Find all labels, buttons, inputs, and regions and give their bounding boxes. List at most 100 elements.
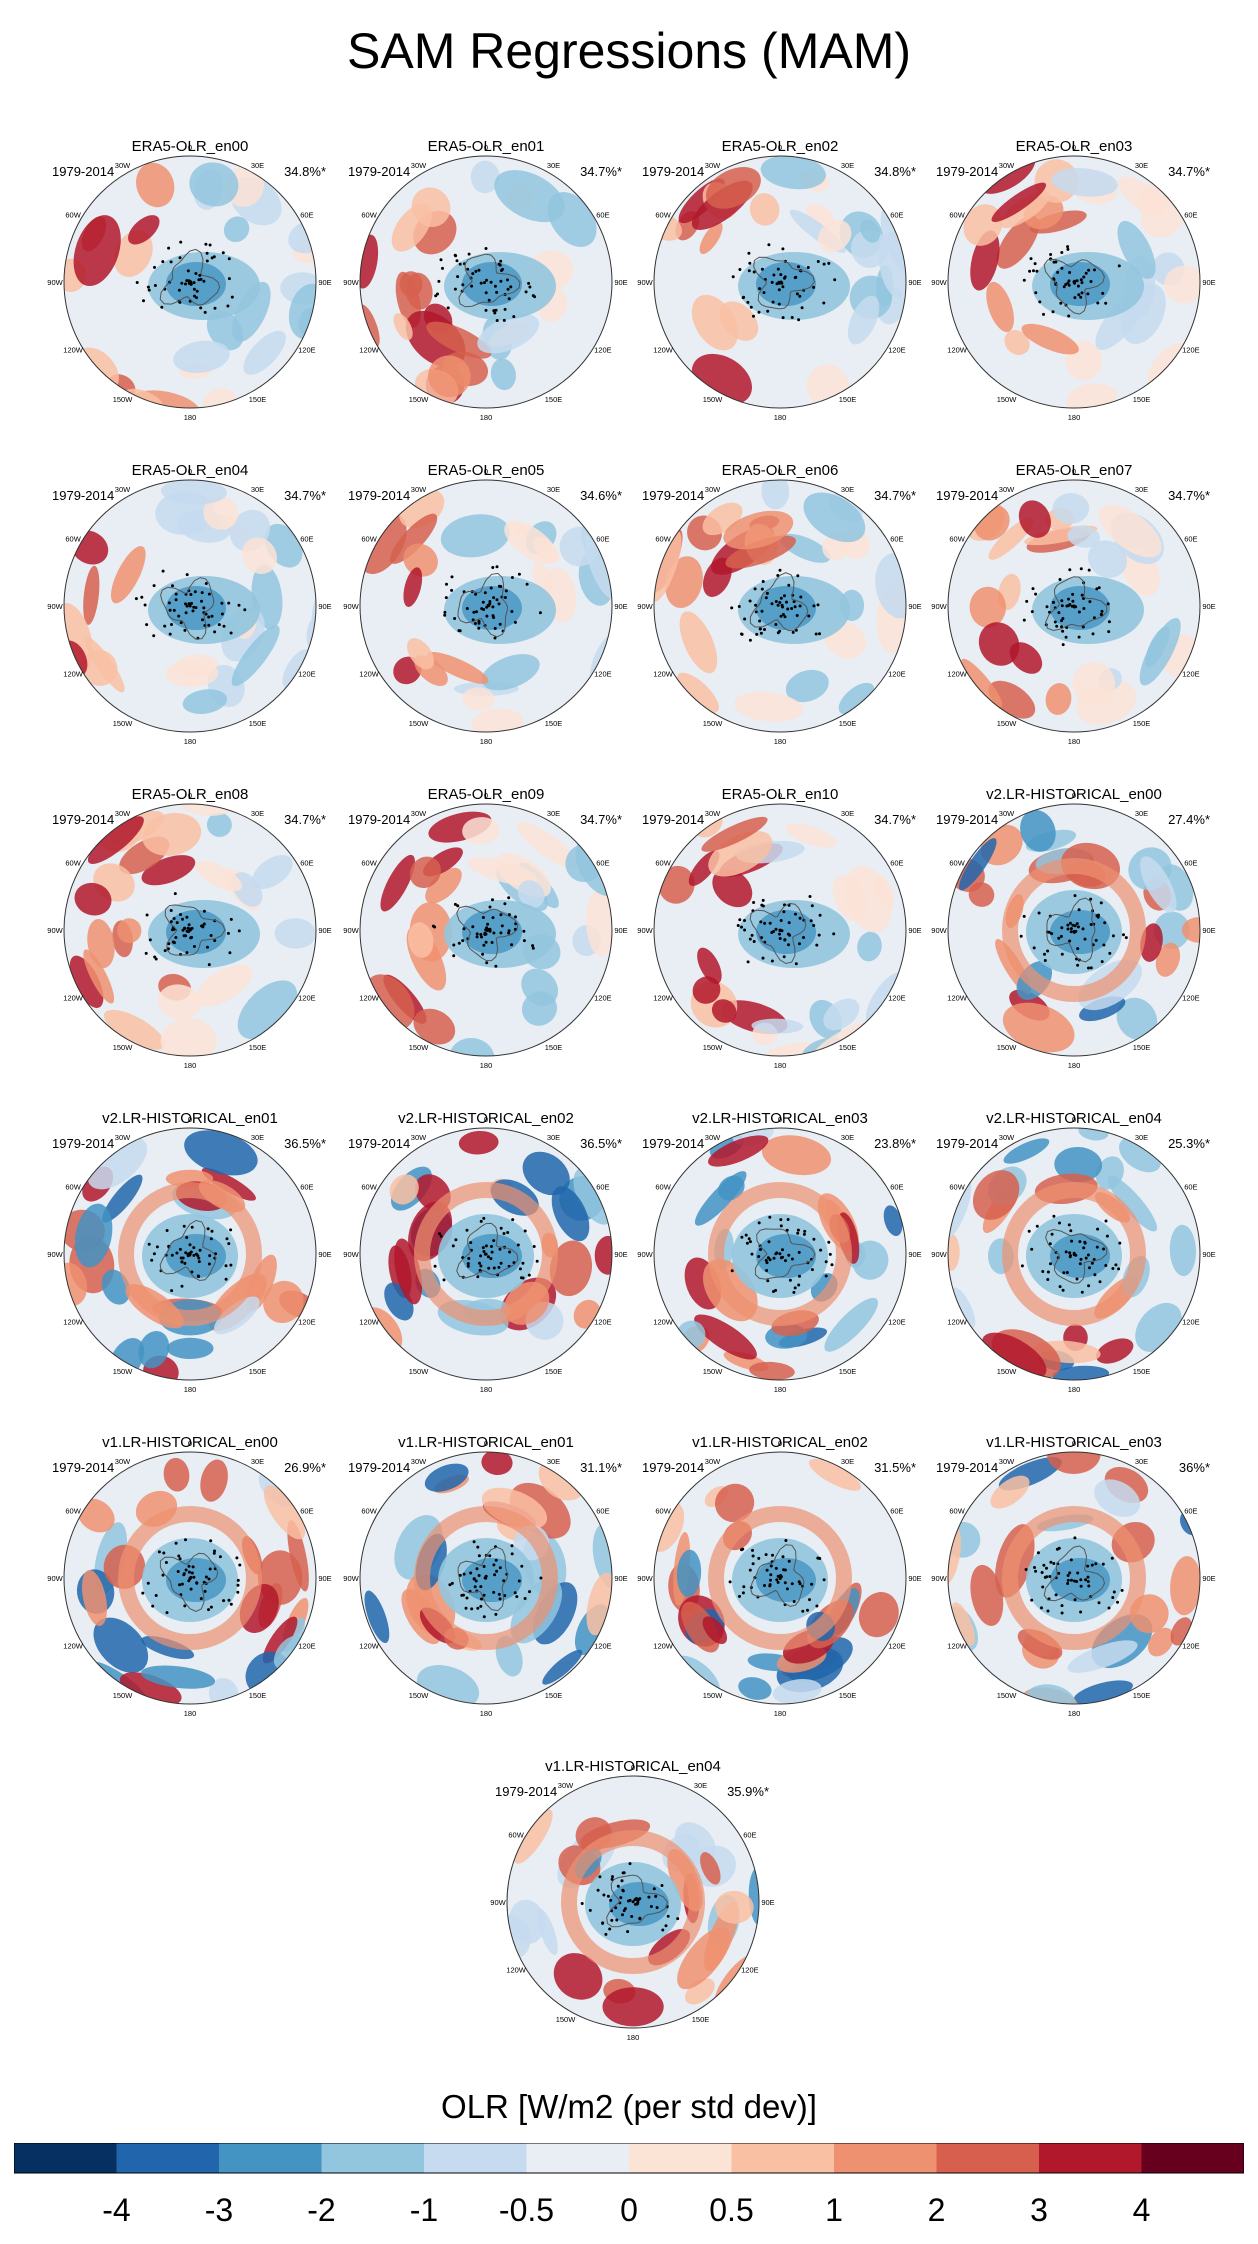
- stipple-dot: [227, 601, 231, 605]
- stipple-dot: [167, 601, 171, 605]
- stipple-dot: [190, 1571, 194, 1575]
- lon-label: 60E: [300, 859, 313, 868]
- lon-label: 90W: [343, 1574, 359, 1583]
- stipple-dot: [758, 287, 762, 291]
- anomaly-patch: [64, 1262, 88, 1306]
- coastline: [159, 1219, 217, 1282]
- stipple-dot: [230, 295, 234, 299]
- stipple-dot: [1034, 592, 1038, 596]
- stipple-dot: [226, 931, 230, 935]
- stipple-dot: [802, 936, 805, 939]
- stipple-dot: [1058, 578, 1062, 581]
- lon-label: 30E: [841, 809, 854, 818]
- negative-core-inner: [166, 262, 226, 306]
- stipple-dot: [506, 278, 509, 282]
- colorbar-tick: 0.5: [709, 2192, 753, 2228]
- stipple-dot: [190, 935, 194, 939]
- stipple-dot: [1116, 1600, 1119, 1604]
- anomaly-patch: [803, 492, 866, 543]
- stipple-dot: [145, 913, 149, 917]
- anomaly-patch: [424, 1463, 469, 1492]
- panel-variance: 36.5%*: [284, 1136, 326, 1151]
- stipple-dot: [504, 589, 508, 593]
- stipple-dot: [787, 921, 791, 925]
- stipple-dot: [466, 1262, 470, 1266]
- anomaly-patch: [749, 1361, 795, 1380]
- stipple-dot: [769, 1564, 773, 1568]
- stipple-dot: [146, 285, 150, 289]
- stipple-dot: [187, 602, 191, 606]
- stipple-dot: [477, 619, 481, 623]
- stipple-dot: [1071, 599, 1075, 603]
- stipple-dot: [1091, 632, 1095, 636]
- stipple-dot: [802, 1232, 806, 1236]
- stipple-dot: [741, 1591, 745, 1595]
- stipple-dot: [518, 1267, 522, 1271]
- anomaly-patch: [748, 1867, 759, 1927]
- panel-variance: 34.7%*: [1168, 488, 1210, 503]
- stipple-dot: [495, 565, 499, 569]
- anomaly-patch: [883, 1205, 903, 1237]
- anomaly-patch: [959, 838, 997, 891]
- stipple-dot: [744, 1233, 748, 1237]
- anomaly-patch: [1153, 911, 1190, 950]
- stipple-dot: [760, 587, 764, 591]
- panel-period: 1979-2014: [936, 812, 999, 827]
- stipple-dot: [771, 300, 775, 304]
- lon-label: 30W: [705, 809, 721, 818]
- lon-label: 0: [484, 467, 488, 476]
- stipple-dot: [222, 624, 226, 628]
- stipple-dot: [1036, 1551, 1040, 1555]
- stipple-dot: [1050, 1232, 1054, 1236]
- stipple-dot: [185, 279, 189, 283]
- stipple-dot: [767, 1240, 771, 1244]
- anomaly-patch: [951, 1287, 976, 1329]
- stipple-dot: [764, 596, 768, 600]
- stipple-dot: [173, 892, 177, 896]
- stipple-dot: [514, 915, 517, 919]
- stipple-dot: [227, 257, 231, 261]
- stipple-dot: [1094, 1562, 1098, 1566]
- stipple-dot: [745, 1241, 749, 1245]
- anomaly-patch: [705, 167, 761, 209]
- lon-label: 120W: [63, 1642, 84, 1651]
- lon-label: 90E: [614, 278, 627, 287]
- lon-label: 150W: [997, 1043, 1018, 1052]
- stipple-dot: [1106, 602, 1110, 606]
- stipple-dot: [508, 1250, 512, 1254]
- stipple-dot: [1065, 1271, 1069, 1274]
- stipple-dot: [192, 945, 196, 948]
- stipple-dot: [1117, 264, 1121, 268]
- anomaly-patch: [999, 190, 1050, 229]
- anomaly-patch: [679, 611, 718, 674]
- stipple-dot: [473, 622, 477, 625]
- stipple-dot: [498, 1566, 502, 1570]
- stipple-dot: [227, 1598, 231, 1602]
- stipple-dot: [197, 1275, 201, 1279]
- stipple-dot: [601, 1921, 605, 1925]
- stipple-dot: [494, 1612, 498, 1616]
- stipple-dot: [446, 306, 450, 310]
- stipple-dot: [1046, 1278, 1050, 1281]
- lon-label: 30E: [1135, 1457, 1148, 1466]
- stipple-dot: [452, 954, 456, 958]
- stipple-dot: [199, 277, 203, 281]
- stipple-dot: [1072, 280, 1076, 284]
- stipple-dot: [195, 1581, 199, 1585]
- lon-label: 0: [188, 1439, 192, 1448]
- stipple-dot: [816, 603, 820, 607]
- anomaly-patch: [785, 669, 829, 703]
- coastline: [606, 1874, 668, 1928]
- stipple-dot: [778, 932, 781, 936]
- panel-period: 1979-2014: [348, 488, 411, 503]
- anomaly-patch: [694, 1314, 757, 1360]
- lon-label: 120E: [888, 1318, 906, 1327]
- stipple-dot: [790, 316, 794, 319]
- panel-title: v2.LR-HISTORICAL_en03: [692, 1110, 868, 1127]
- anomaly-patch: [711, 999, 737, 1023]
- map-boundary: [359, 1451, 613, 1705]
- stipple-dot: [499, 1261, 503, 1265]
- stipple-dot: [477, 621, 481, 625]
- stipple-dot: [143, 603, 147, 607]
